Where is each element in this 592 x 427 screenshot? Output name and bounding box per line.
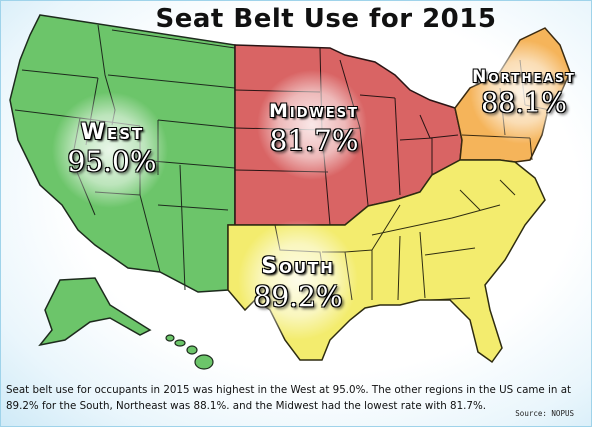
west-label: West xyxy=(80,120,145,145)
south-label: South xyxy=(261,254,335,279)
west-rate: 95.0% xyxy=(67,145,157,178)
midwest-highlight xyxy=(257,70,367,180)
northeast-rate: 88.1% xyxy=(481,88,567,119)
south-rate: 89.2% xyxy=(253,280,343,313)
source-note: Source: NOPUS xyxy=(515,409,574,418)
caption-text: Seat belt use for occupants in 2015 was … xyxy=(6,384,572,412)
northeast-label: Northeast xyxy=(472,67,576,87)
west-highlight xyxy=(52,92,168,208)
south-highlight xyxy=(238,220,358,340)
hawaii-shape xyxy=(165,334,214,370)
chart-title: Seat Belt Use for 2015 xyxy=(155,4,497,34)
midwest-rate: 81.7% xyxy=(269,124,359,157)
midwest-label: Midwest xyxy=(269,100,359,122)
northeast-highlight xyxy=(470,40,574,144)
alaska-shape xyxy=(38,277,152,347)
